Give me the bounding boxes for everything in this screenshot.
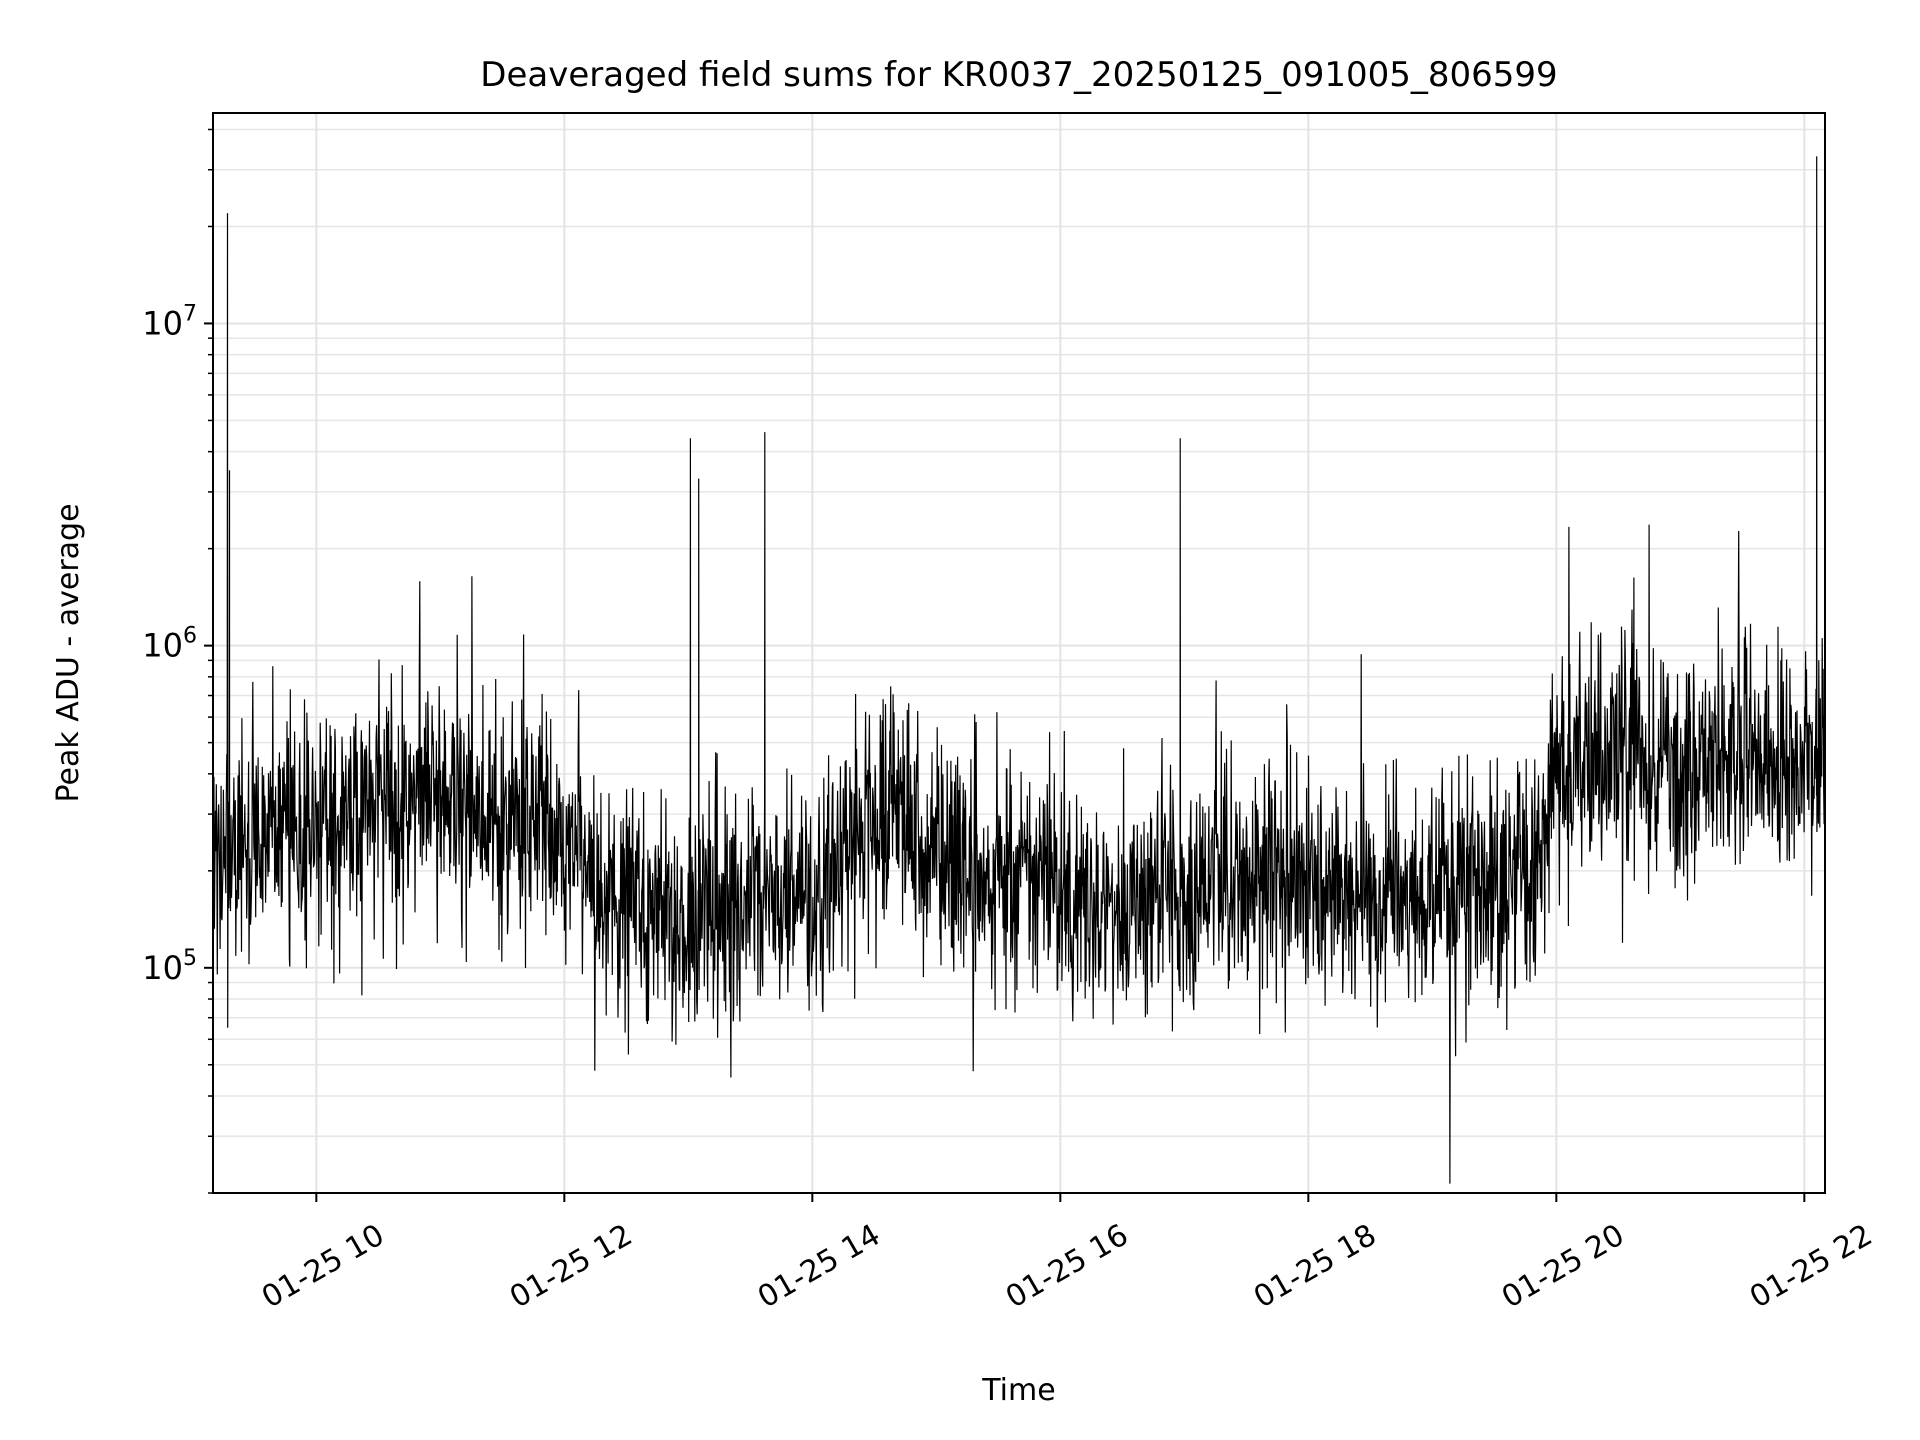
y-tick-label: 106 [142, 624, 197, 665]
y-tick-label: 105 [142, 946, 197, 987]
x-axis-label: Time [981, 1373, 1055, 1408]
series-line [213, 156, 1825, 1184]
y-axis-ticks: 105 106 107 [142, 128, 213, 1194]
chart-title: Deaveraged field sums for KR0037_2025012… [480, 55, 1557, 95]
series-path [213, 156, 1825, 1184]
y-tick-label: 107 [142, 301, 197, 342]
plot-frame [212, 112, 1826, 1194]
y-axis-label: Peak ADU - average [51, 503, 86, 802]
